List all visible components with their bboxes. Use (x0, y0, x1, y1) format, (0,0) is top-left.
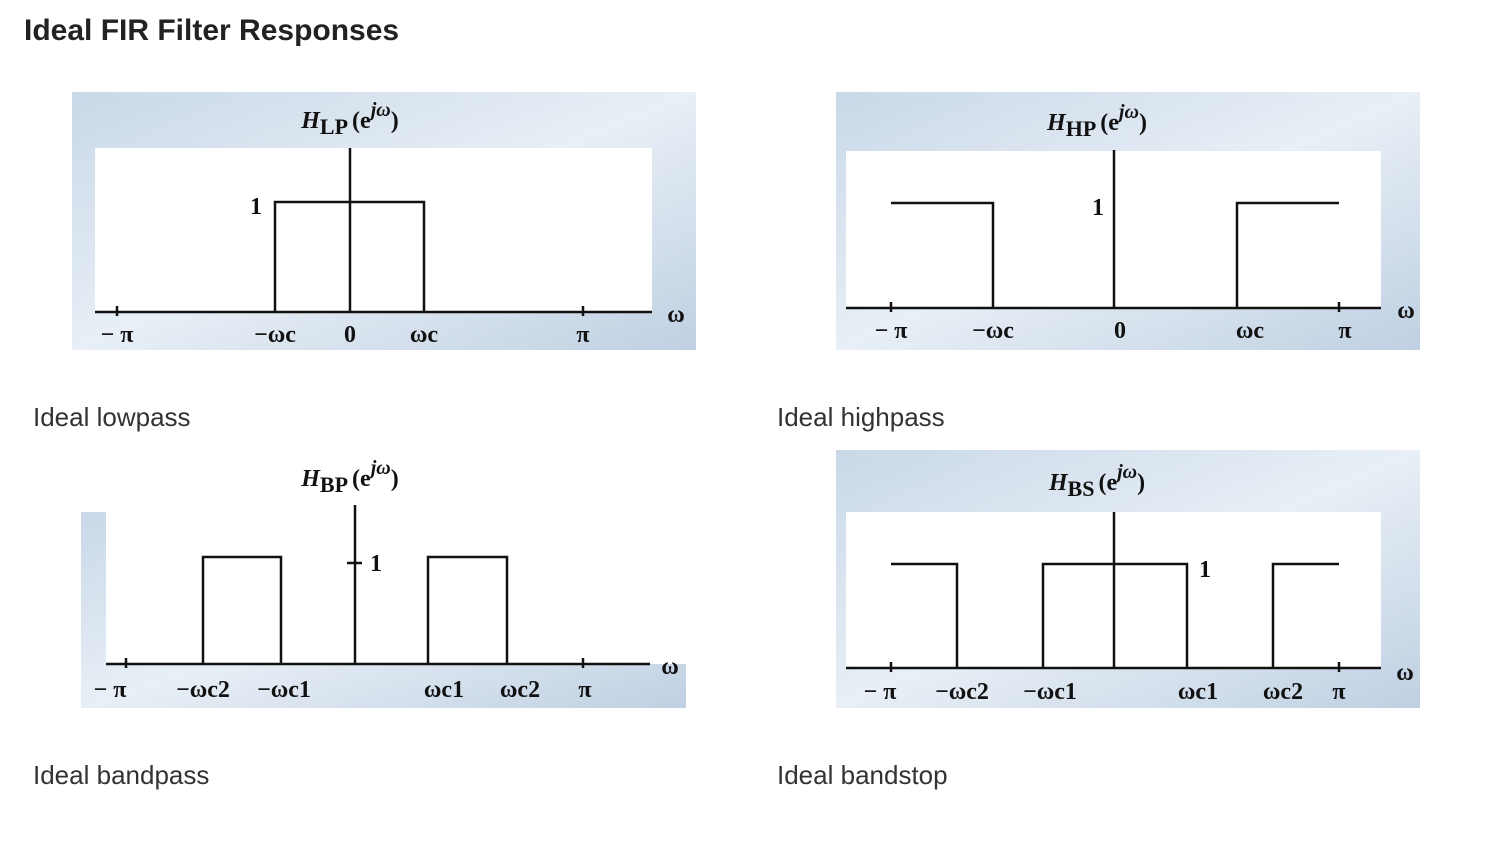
level-label: 1 (370, 551, 382, 577)
tick-label: ωc (410, 322, 439, 348)
caption: Ideal highpass (777, 402, 945, 432)
axis-label: ω (1396, 660, 1414, 686)
response-diagram: − π −ωc2 −ωc1 ωc1 ωc2 π 1 ω HBS (ejω) Ideal bandst… (777, 450, 1420, 790)
function-symbol: H (1048, 470, 1069, 496)
caption: Ideal bandstop (777, 760, 948, 790)
response-edge (891, 201, 995, 308)
axis-label: ω (667, 302, 685, 328)
tick-label: π (1332, 679, 1345, 705)
level-label: 1 (1199, 557, 1211, 583)
function-close: ) (1137, 470, 1145, 496)
function-subscript: LP (320, 114, 348, 139)
level-label: 1 (250, 194, 262, 220)
tick-label: 0 (344, 322, 356, 348)
tick-label: −ωc (254, 322, 296, 348)
tick-label: ωc2 (500, 677, 540, 703)
function-open: (e (1098, 470, 1117, 496)
function-subscript: BP (320, 472, 348, 497)
tick-label: π (578, 677, 591, 703)
tick-label: 0 (1114, 318, 1126, 344)
function-symbol: H (300, 108, 321, 134)
level-label: 1 (1092, 195, 1104, 221)
function-label: HBP (ejω) (300, 457, 398, 497)
caption: Ideal bandpass (33, 760, 209, 790)
tick-label: − π (864, 679, 897, 705)
tick-label: − π (875, 318, 908, 344)
tick-label: ωc2 (1263, 679, 1303, 705)
tick-label: −ωc1 (257, 677, 311, 703)
function-symbol: H (1046, 110, 1067, 136)
response-edge (1235, 201, 1339, 308)
tick-label: ωc1 (424, 677, 464, 703)
response-diagram: − π −ωc 0 ωc π 1 ω HHP (ejω) Ideal highpass (777, 92, 1420, 432)
response-edge (1271, 562, 1339, 668)
axis-label: ω (661, 654, 679, 680)
plot-area (95, 148, 652, 312)
function-exponent: jω (368, 457, 391, 479)
response-edge (426, 555, 509, 664)
response-edge (1041, 562, 1189, 668)
tick-label: −ωc (972, 318, 1014, 344)
axis-label: ω (1397, 298, 1415, 324)
function-close: ) (391, 108, 399, 134)
response-diagram: − π −ωc 0 ωc π 1 ω HLP (ejω) Ideal lowpass (33, 92, 696, 432)
tick-label: −ωc2 (176, 677, 230, 703)
function-close: ) (1139, 110, 1147, 136)
response-edge (273, 200, 426, 312)
function-open: (e (352, 466, 371, 492)
tick-label: π (1338, 318, 1351, 344)
response-edge (201, 555, 283, 664)
function-close: ) (391, 466, 399, 492)
tick-label: π (576, 322, 589, 348)
tick-label: −ωc1 (1023, 679, 1077, 705)
function-exponent: jω (1114, 461, 1137, 483)
tick-label: − π (94, 677, 127, 703)
function-subscript: BS (1068, 476, 1095, 501)
function-subscript: HP (1066, 116, 1097, 141)
function-exponent: jω (368, 99, 391, 121)
function-label: HLP (ejω) (300, 99, 398, 139)
response-diagram: − π −ωc2 −ωc1 ωc1 ωc2 π 1 ω HBP (ejω) Ideal bandpa… (33, 457, 686, 790)
tick-label: −ωc2 (935, 679, 989, 705)
function-label: HBS (ejω) (1048, 461, 1145, 501)
function-symbol: H (300, 466, 321, 492)
tick-label: − π (101, 322, 134, 348)
plot-area (106, 512, 686, 664)
function-label: HHP (ejω) (1046, 101, 1147, 141)
function-open: (e (1100, 110, 1119, 136)
function-open: (e (352, 108, 371, 134)
function-exponent: jω (1116, 101, 1139, 123)
slide-title: Ideal FIR Filter Responses (24, 14, 399, 47)
tick-label: ωc1 (1178, 679, 1218, 705)
tick-label: ωc (1236, 318, 1265, 344)
caption: Ideal lowpass (33, 402, 191, 432)
response-edge (891, 562, 959, 668)
